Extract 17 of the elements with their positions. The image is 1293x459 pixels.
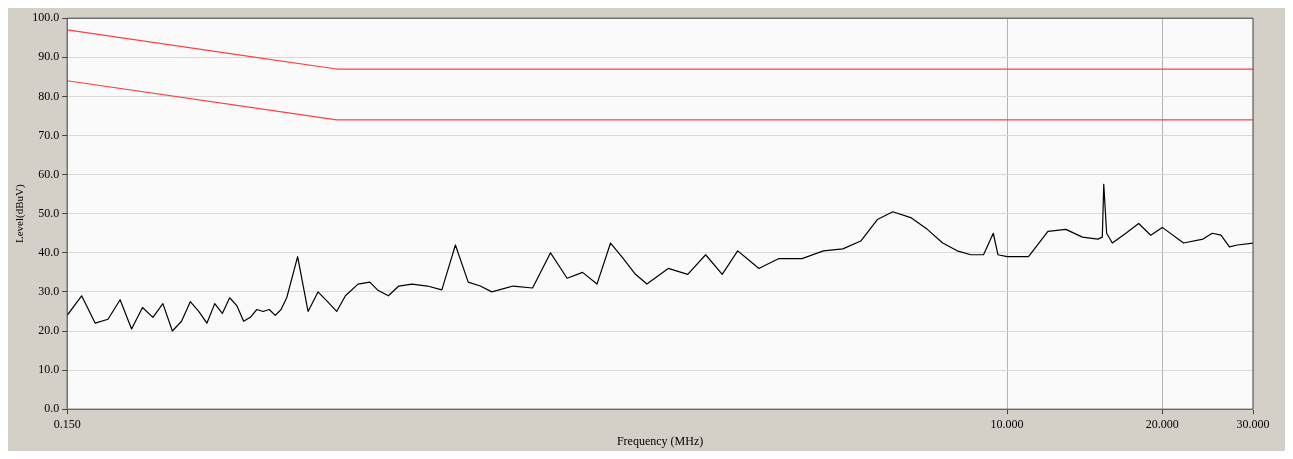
y-tick-label: 50.0 (38, 205, 60, 220)
y-tick-label: 80.0 (38, 88, 60, 103)
y-axis-title: Level(dBuV) (13, 184, 27, 244)
y-tick-label: 90.0 (38, 49, 60, 64)
x-tick-label: 30.000 (1236, 416, 1270, 431)
x-axis-title: Frequency (MHz) (616, 433, 704, 448)
y-tick-label: 70.0 (38, 127, 60, 142)
y-tick-label: 40.0 (38, 244, 60, 259)
x-tick-label: 0.150 (53, 416, 81, 431)
y-tick-label: 30.0 (38, 284, 60, 299)
y-tick-label: 100.0 (32, 10, 60, 25)
y-tick-label: 10.0 (38, 362, 60, 377)
x-tick-label: 20.000 (1145, 416, 1179, 431)
x-tick-label: 10.000 (990, 416, 1024, 431)
y-tick-label: 0.0 (44, 401, 60, 416)
y-tick-label: 20.0 (38, 323, 60, 338)
y-tick-label: 60.0 (38, 166, 60, 181)
